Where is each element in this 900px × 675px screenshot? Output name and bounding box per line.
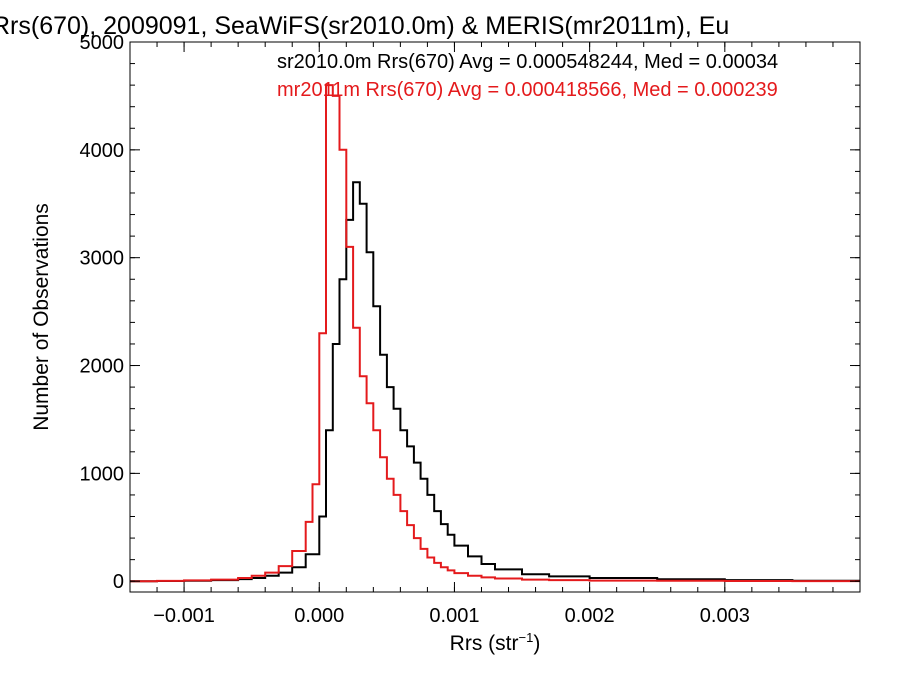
y-tick-label: 0 (113, 571, 124, 593)
y-axis-ticks: 0 1000 2000 3000 4000 5000 (80, 32, 860, 593)
x-tick-label: 0.001 (429, 605, 479, 627)
x-tick-label: 0.002 (565, 605, 615, 627)
y-tick-label: 4000 (80, 140, 125, 162)
plot-frame (129, 41, 861, 593)
annotation-mr2011: mr2011m Rrs(670) Avg = 0.000418566, Med … (277, 79, 778, 101)
x-tick-label: 0.003 (700, 605, 750, 627)
y-axis-label: Number of Observations (30, 203, 53, 431)
y-tick-label: 1000 (80, 463, 125, 485)
x-axis-ticks: −0.001 0.000 0.001 0.002 0.003 (129, 42, 861, 627)
series-layer (130, 84, 860, 583)
series-line-sr2010 (130, 181, 860, 583)
x-axis-label: Rrs (str−1) (450, 630, 541, 655)
y-tick-label: 3000 (80, 248, 125, 270)
chart-title: Rrs(670), 2009091, SeaWiFS(sr2010.0m) & … (0, 12, 729, 40)
series-line-mr2011 (130, 84, 860, 583)
x-tick-label: 0.000 (294, 605, 344, 627)
y-tick-label: 5000 (80, 32, 125, 54)
y-tick-label: 2000 (80, 356, 125, 378)
annotation-sr2010: sr2010.0m Rrs(670) Avg = 0.000548244, Me… (277, 51, 778, 73)
x-tick-label: −0.001 (153, 605, 215, 627)
